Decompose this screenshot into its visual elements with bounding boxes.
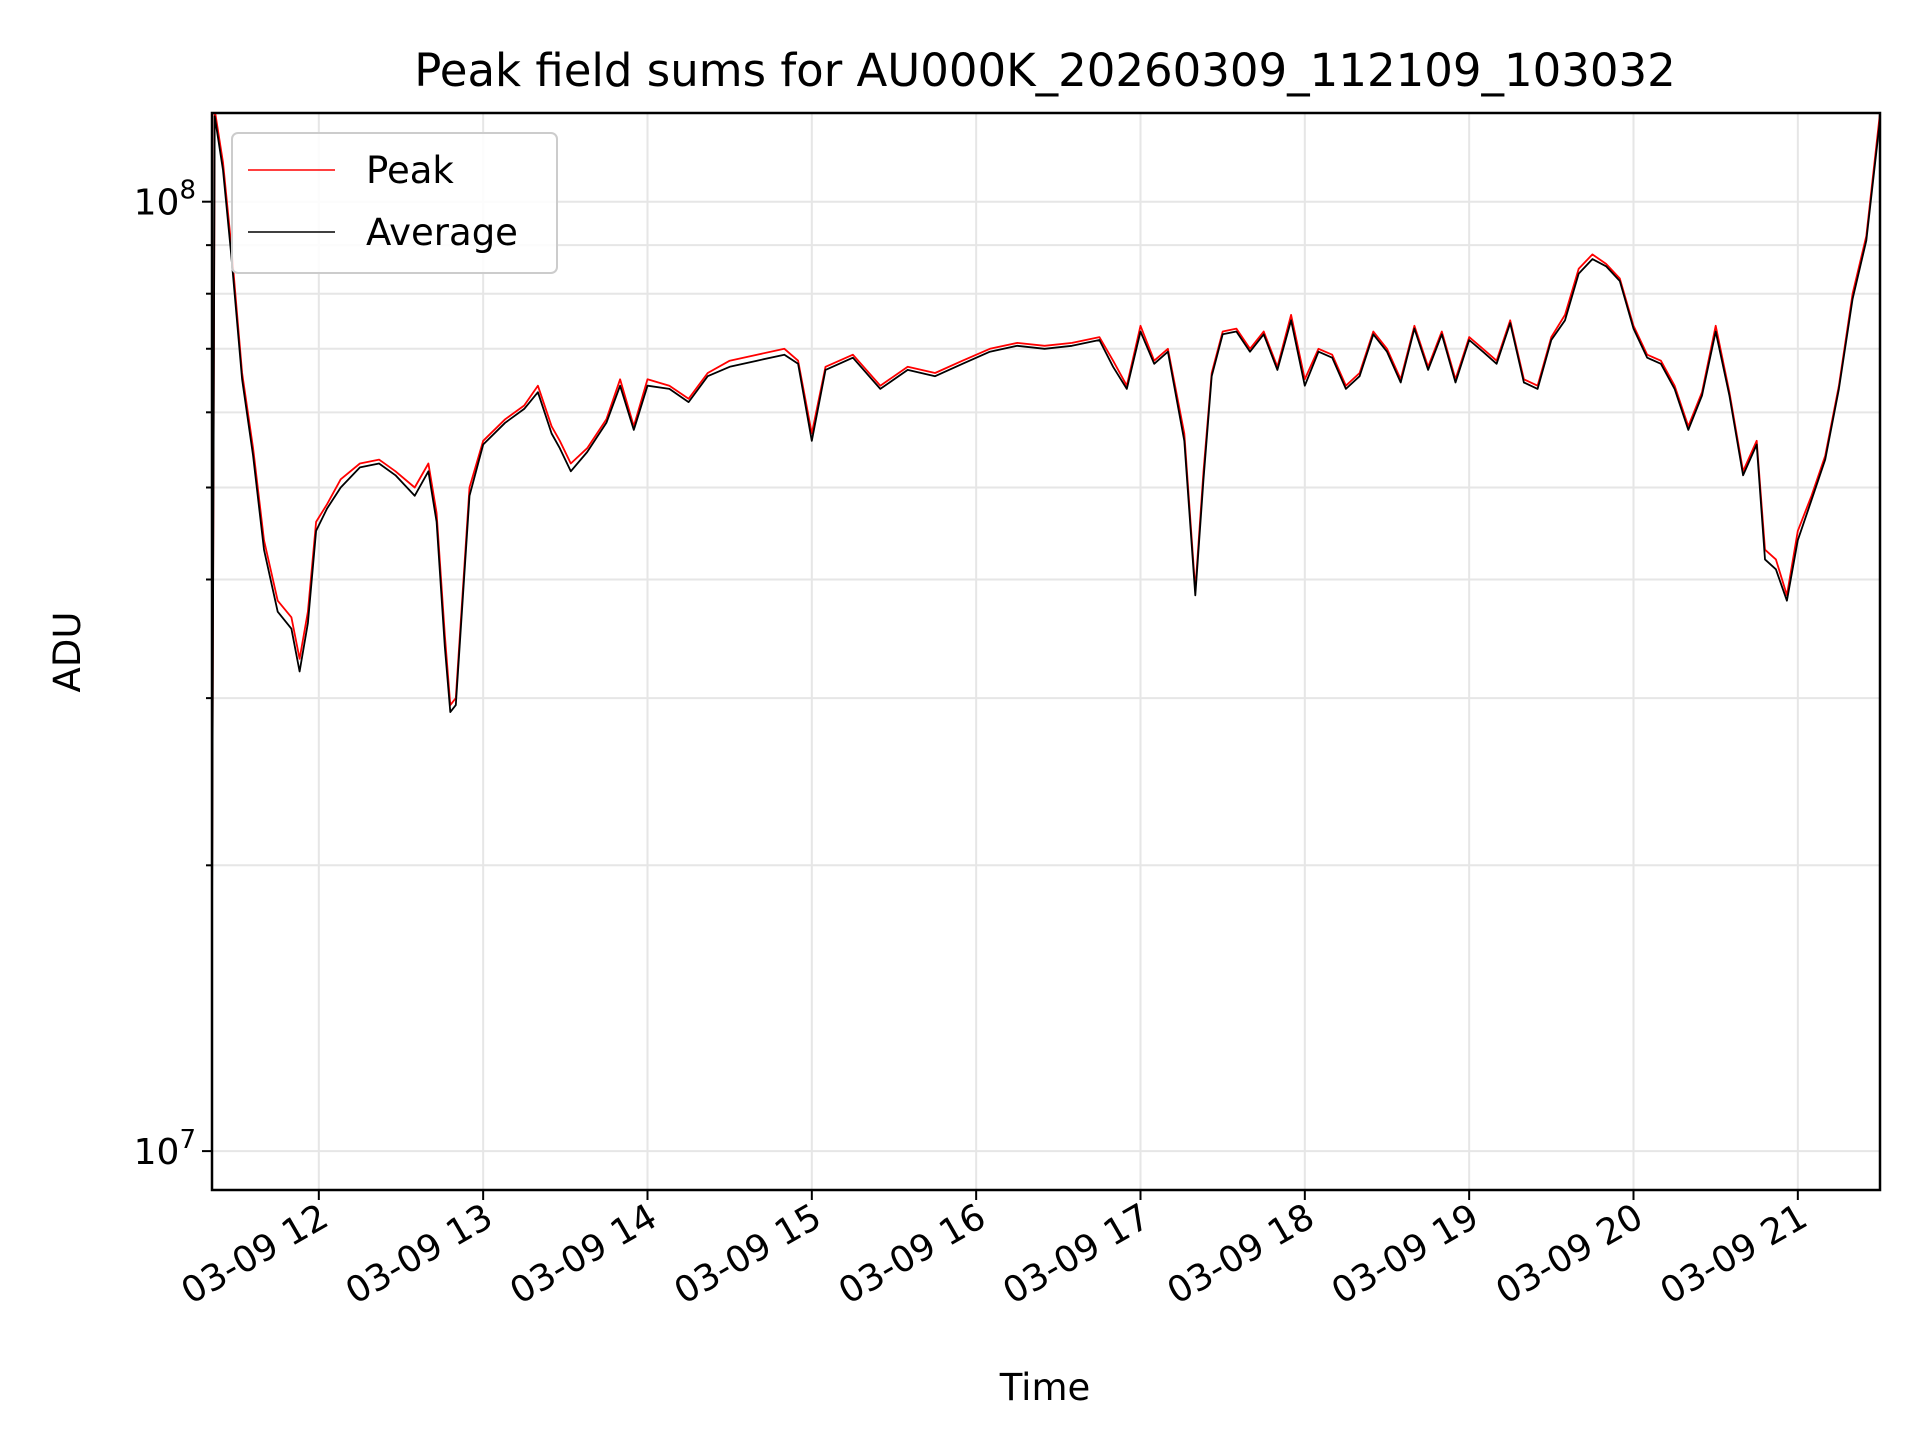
x-axis-label: Time [999, 1366, 1091, 1409]
grid [212, 113, 1880, 1190]
chart-title: Peak field sums for AU000K_20260309_1121… [414, 44, 1676, 97]
legend-label-average: Average [366, 211, 518, 254]
series-line-average [212, 115, 1880, 921]
legend: Peak Average [231, 132, 558, 274]
plot-area [212, 113, 1880, 921]
y-axis: 107 108 [134, 176, 212, 1173]
legend-box [231, 132, 558, 274]
axes-frame [210, 111, 1882, 1192]
series-line-peak [212, 113, 1880, 909]
y-axis-label: ADU [46, 612, 89, 693]
legend-label-peak: Peak [366, 149, 454, 192]
y-tick-label: 108 [134, 176, 196, 224]
y-tick-label: 107 [134, 1125, 196, 1173]
